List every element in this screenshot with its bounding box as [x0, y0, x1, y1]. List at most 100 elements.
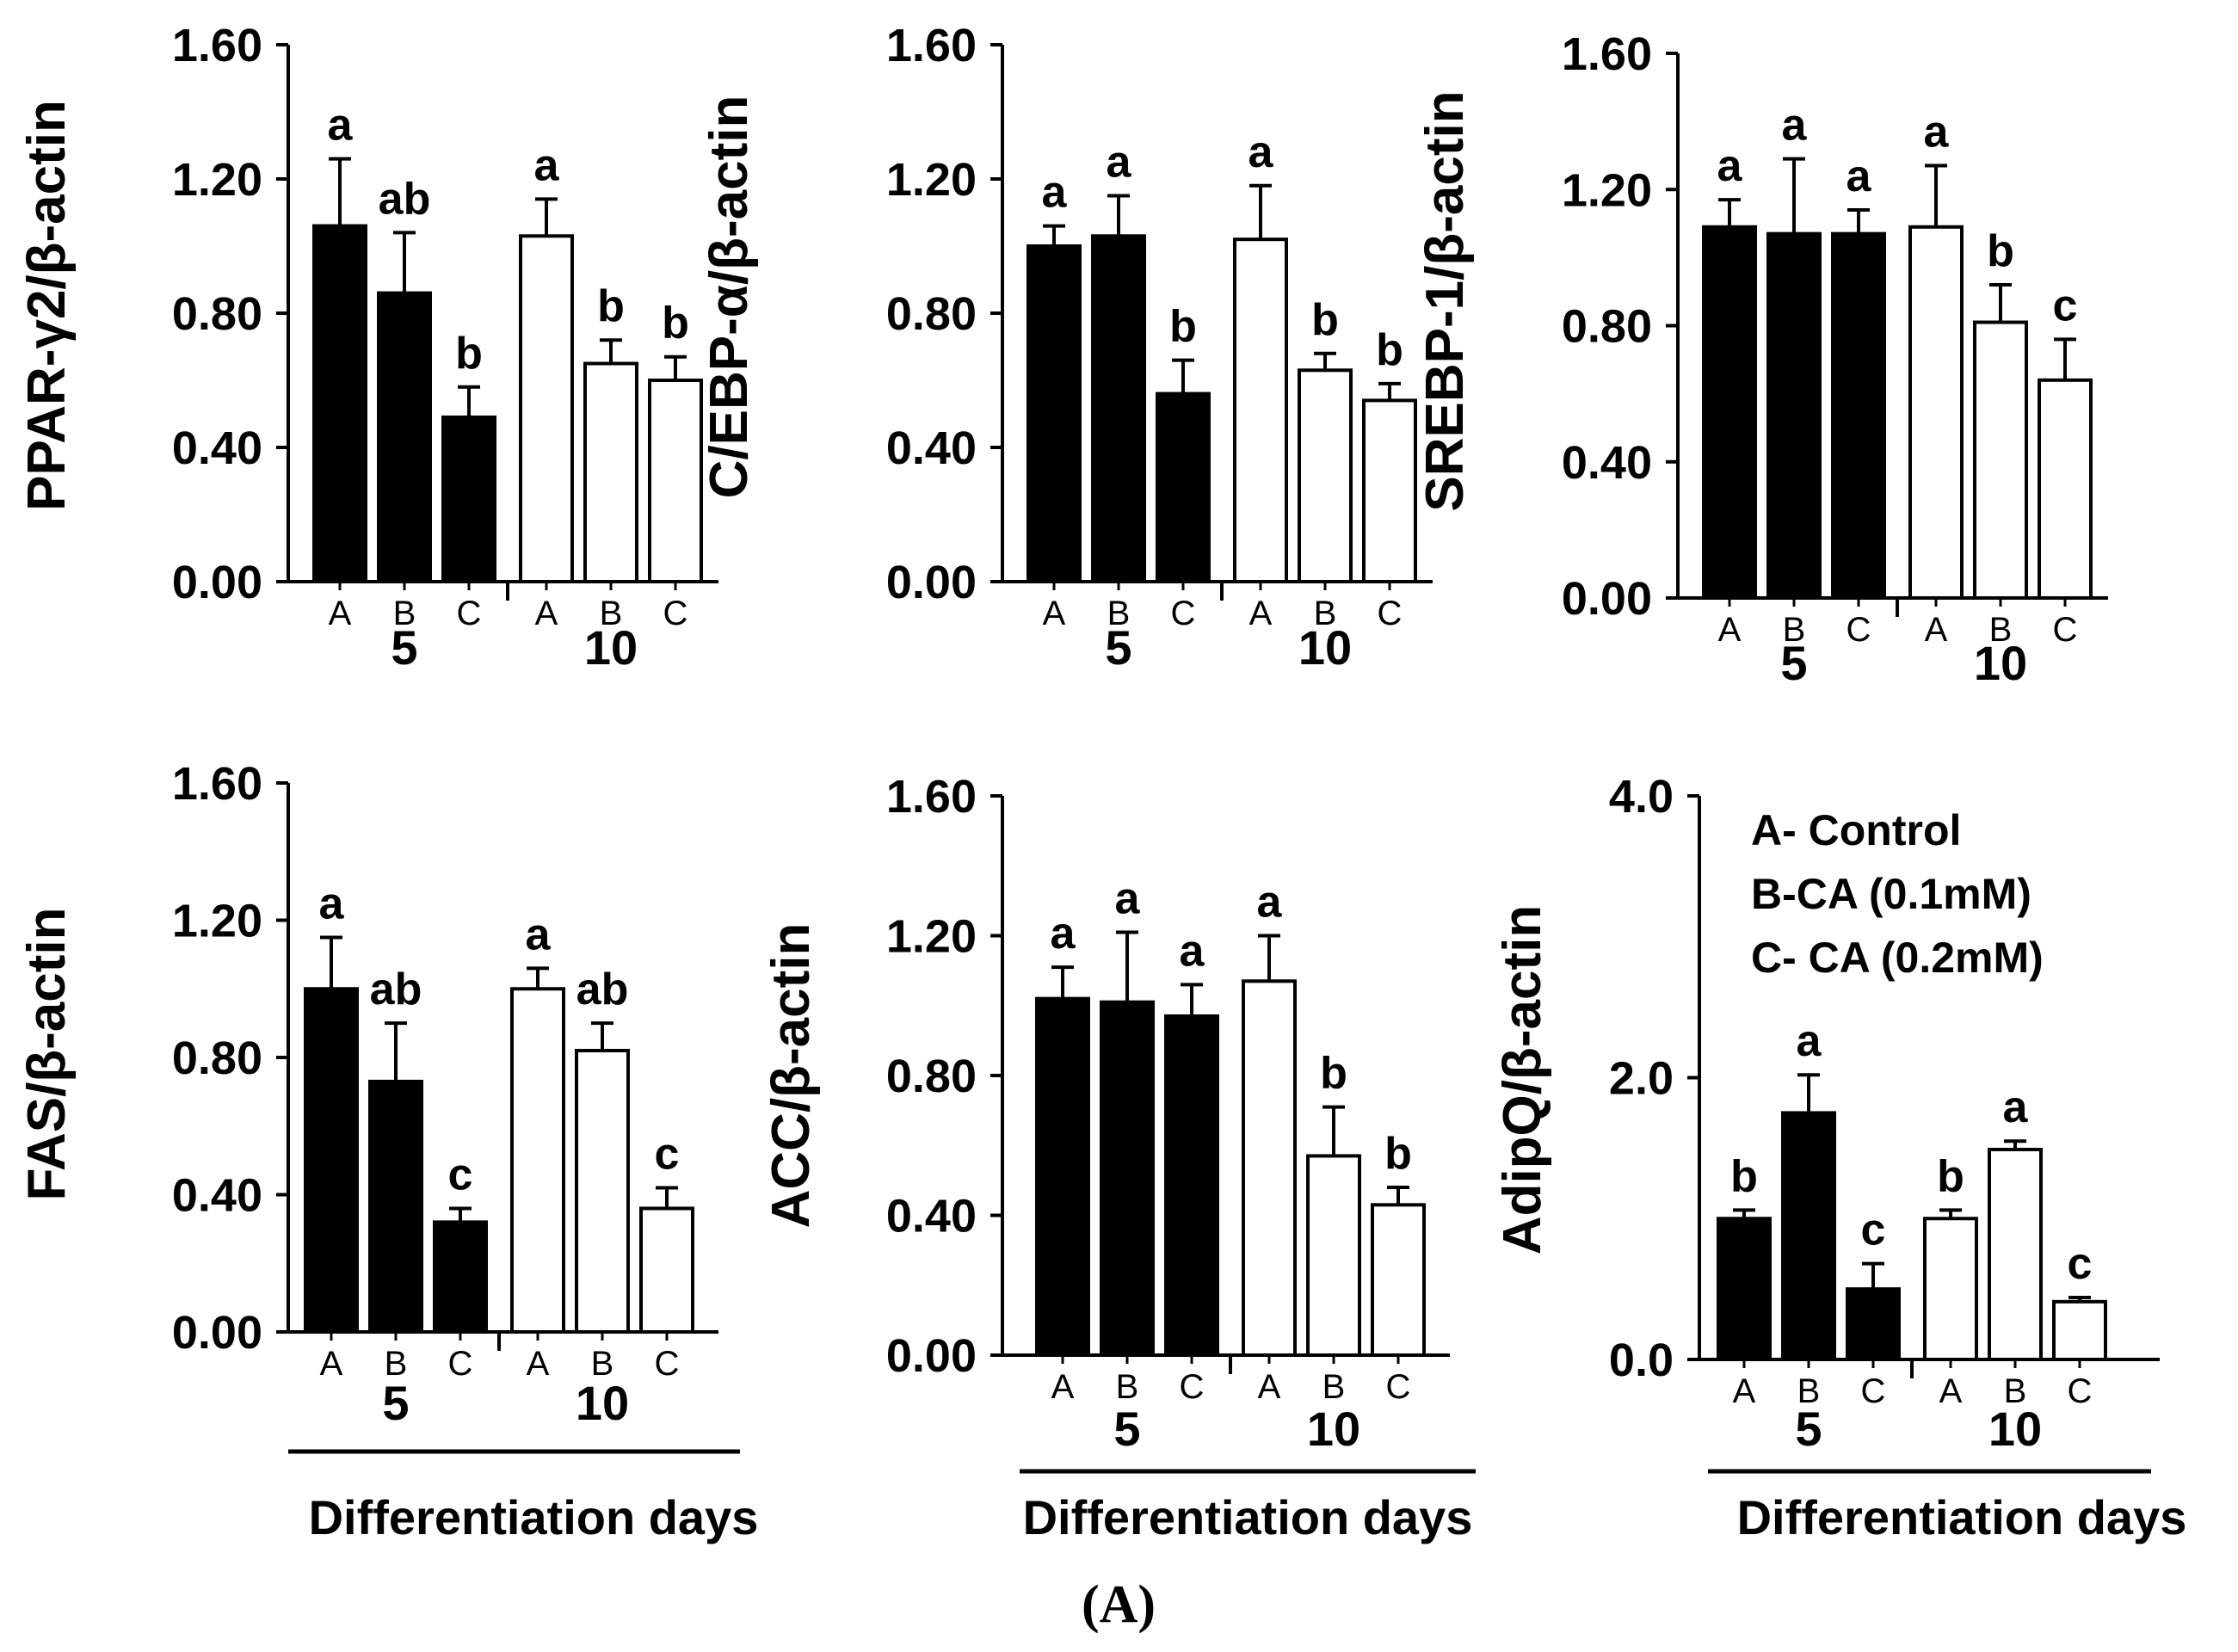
- significance-letter: a: [1115, 873, 1141, 923]
- significance-letter: a: [1717, 141, 1743, 191]
- y-tick-label: 1.60: [1562, 28, 1652, 80]
- y-tick-label: 0.00: [886, 557, 977, 608]
- significance-letter: b: [662, 299, 689, 348]
- significance-letter: a: [1847, 151, 1872, 201]
- bar-day5-A: [1702, 225, 1757, 600]
- y-tick-label: 2.0: [1609, 1053, 1674, 1105]
- bar-day10-B: [1298, 368, 1353, 583]
- bar-day5-B: [1091, 234, 1146, 583]
- y-tick-label: 1.20: [172, 154, 262, 206]
- category-label: B: [385, 1345, 408, 1383]
- significance-letter: a: [1042, 168, 1068, 218]
- bar-day10-A: [1923, 1217, 1978, 1361]
- category-label: A: [320, 1345, 343, 1383]
- category-label: C: [655, 1345, 680, 1383]
- bar-day5-C: [1846, 1287, 1901, 1361]
- y-tick-label: 0.40: [172, 422, 262, 474]
- category-label: B: [1989, 611, 2013, 649]
- group-day-label: 5: [1780, 636, 1807, 690]
- category-label: A: [1733, 1372, 1756, 1410]
- significance-letter: b: [455, 329, 483, 379]
- significance-letter: b: [1320, 1049, 1347, 1099]
- bar-day5-B: [377, 291, 432, 583]
- bar-day10-B: [583, 361, 638, 583]
- group-day-label: 10: [1298, 620, 1352, 675]
- bar-day10-A: [1233, 237, 1288, 583]
- bar-day10-A: [519, 234, 574, 583]
- category-label: C: [1180, 1368, 1205, 1406]
- significance-letter: c: [2053, 280, 2078, 330]
- significance-letter: a: [1924, 108, 1950, 157]
- y-tick-label: 1.60: [886, 20, 977, 71]
- legend-item: B-CA (0.1mM): [1751, 870, 2031, 918]
- bar-day10-A: [510, 987, 565, 1334]
- y-tick-label: 0.00: [172, 1307, 262, 1359]
- category-label: C: [1378, 595, 1403, 632]
- bar-day10-A: [1908, 225, 1964, 600]
- group-day-label: 10: [584, 620, 638, 675]
- significance-letter: c: [448, 1150, 473, 1199]
- y-tick-label: 0.80: [1562, 301, 1652, 353]
- bar-day5-A: [304, 987, 359, 1334]
- significance-letter: ab: [576, 965, 629, 1014]
- y-tick-label: 1.60: [172, 20, 262, 71]
- group-day-label: 5: [1113, 1402, 1140, 1456]
- significance-letter: a: [534, 140, 560, 190]
- category-label: C: [2068, 1372, 2093, 1410]
- significance-letter: b: [1376, 325, 1403, 375]
- bar-day10-C: [1371, 1203, 1426, 1357]
- bar-day10-B: [1988, 1148, 2043, 1361]
- category-label: A: [1925, 611, 1948, 649]
- bar-day5-A: [1035, 996, 1090, 1357]
- bar-day10-C: [639, 1206, 694, 1334]
- significance-letter: b: [1311, 295, 1339, 345]
- bar-day5-C: [1156, 391, 1211, 583]
- significance-letter: a: [1248, 127, 1274, 177]
- y-axis-label: FAS/β-actin: [17, 908, 77, 1201]
- category-label: B: [1314, 595, 1337, 632]
- y-tick-label: 1.20: [172, 896, 262, 947]
- x-axis-label: Differentiation days: [1023, 1490, 1473, 1544]
- significance-letter: ab: [379, 174, 431, 224]
- category-label: B: [1797, 1372, 1821, 1410]
- chart-panel-2: 0.00 0.40 0.80 1.20 1.60 C/EBP-α/β-actin a Aa Bb…: [700, 20, 1433, 675]
- category-label: C: [1171, 595, 1196, 632]
- significance-letter: c: [2068, 1239, 2093, 1289]
- significance-letter: a: [1051, 909, 1076, 959]
- y-tick-label: 0.00: [1562, 573, 1652, 625]
- category-label: C: [457, 595, 482, 632]
- category-label: A: [1939, 1372, 1963, 1410]
- group-day-label: 5: [382, 1376, 409, 1430]
- bar-day10-C: [2052, 1299, 2107, 1362]
- y-tick-label: 1.20: [1562, 164, 1652, 216]
- group-day-label: 10: [1307, 1402, 1360, 1456]
- significance-letter: a: [1180, 926, 1205, 976]
- y-axis-label: AdipQ/β-actin: [1493, 905, 1552, 1254]
- category-label: A: [1249, 595, 1273, 632]
- category-label: B: [1116, 1368, 1139, 1406]
- bar-day10-B: [1973, 320, 2028, 600]
- group-day-label: 10: [576, 1376, 629, 1430]
- y-axis-label: ACC/β-actin: [761, 923, 821, 1229]
- y-tick-label: 0.40: [1562, 437, 1652, 489]
- y-tick-label: 0.00: [172, 557, 262, 608]
- category-label: B: [1783, 611, 1806, 649]
- y-tick-label: 1.60: [172, 758, 262, 810]
- y-tick-label: 0.40: [886, 1191, 977, 1242]
- bar-day10-B: [1306, 1154, 1361, 1357]
- category-label: A: [1051, 1368, 1075, 1406]
- bar-day5-A: [1027, 244, 1082, 583]
- category-label: C: [2053, 611, 2078, 649]
- significance-letter: a: [1257, 878, 1283, 928]
- category-label: B: [393, 595, 416, 632]
- significance-letter: a: [1107, 138, 1132, 188]
- y-tick-label: 0.00: [886, 1330, 977, 1382]
- category-label: C: [448, 1345, 473, 1383]
- category-label: B: [2004, 1372, 2027, 1410]
- category-label: A: [527, 1345, 550, 1383]
- significance-letter: b: [1384, 1129, 1412, 1179]
- bar-day10-C: [2038, 378, 2093, 600]
- x-axis-label: Differentiation days: [309, 1490, 759, 1544]
- significance-letter: a: [1797, 1016, 1822, 1066]
